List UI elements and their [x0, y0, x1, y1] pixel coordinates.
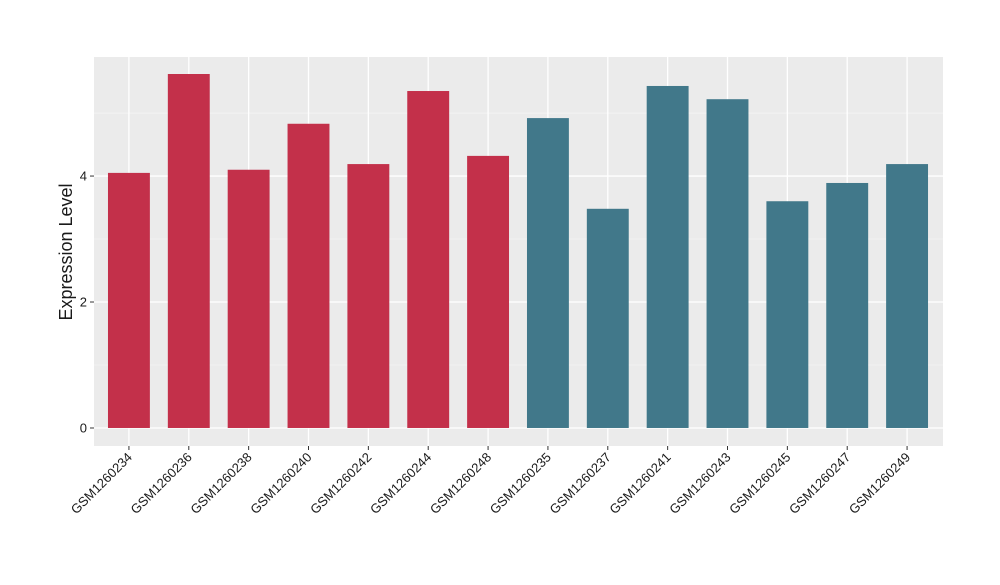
x-tick-label: GSM1260247 — [786, 450, 853, 517]
bar — [407, 91, 450, 428]
bar — [107, 172, 150, 428]
bar — [167, 74, 210, 428]
bar — [586, 208, 629, 428]
bar — [706, 99, 749, 428]
bar — [526, 118, 569, 428]
plot-panel — [94, 57, 943, 446]
x-tick-label: GSM1260245 — [726, 450, 793, 517]
bar — [646, 85, 689, 428]
x-tick-label: GSM1260243 — [666, 450, 733, 517]
y-tick-label: 0 — [80, 420, 87, 435]
bar — [227, 169, 270, 428]
bar — [467, 155, 510, 428]
bar — [287, 123, 330, 428]
x-tick-label: GSM1260242 — [307, 450, 374, 517]
x-tick-label: GSM1260235 — [487, 450, 554, 517]
x-tick-label: GSM1260236 — [128, 450, 195, 517]
x-tick-label: GSM1260241 — [606, 450, 673, 517]
y-tick-label: 4 — [80, 169, 87, 184]
x-tick-label: GSM1260248 — [427, 450, 494, 517]
bar — [886, 164, 929, 428]
bar — [347, 164, 390, 428]
x-tick-label: GSM1260240 — [247, 450, 314, 517]
y-tick-label: 2 — [80, 295, 87, 310]
x-tick-label: GSM1260244 — [367, 450, 434, 517]
x-tick-label: GSM1260249 — [846, 450, 913, 517]
x-tick-label: GSM1260237 — [547, 450, 614, 517]
bar — [766, 201, 809, 428]
x-tick-label: GSM1260234 — [68, 450, 135, 517]
y-axis-label: Expression Level — [56, 183, 76, 320]
x-tick-label: GSM1260238 — [187, 450, 254, 517]
bar — [826, 182, 869, 428]
